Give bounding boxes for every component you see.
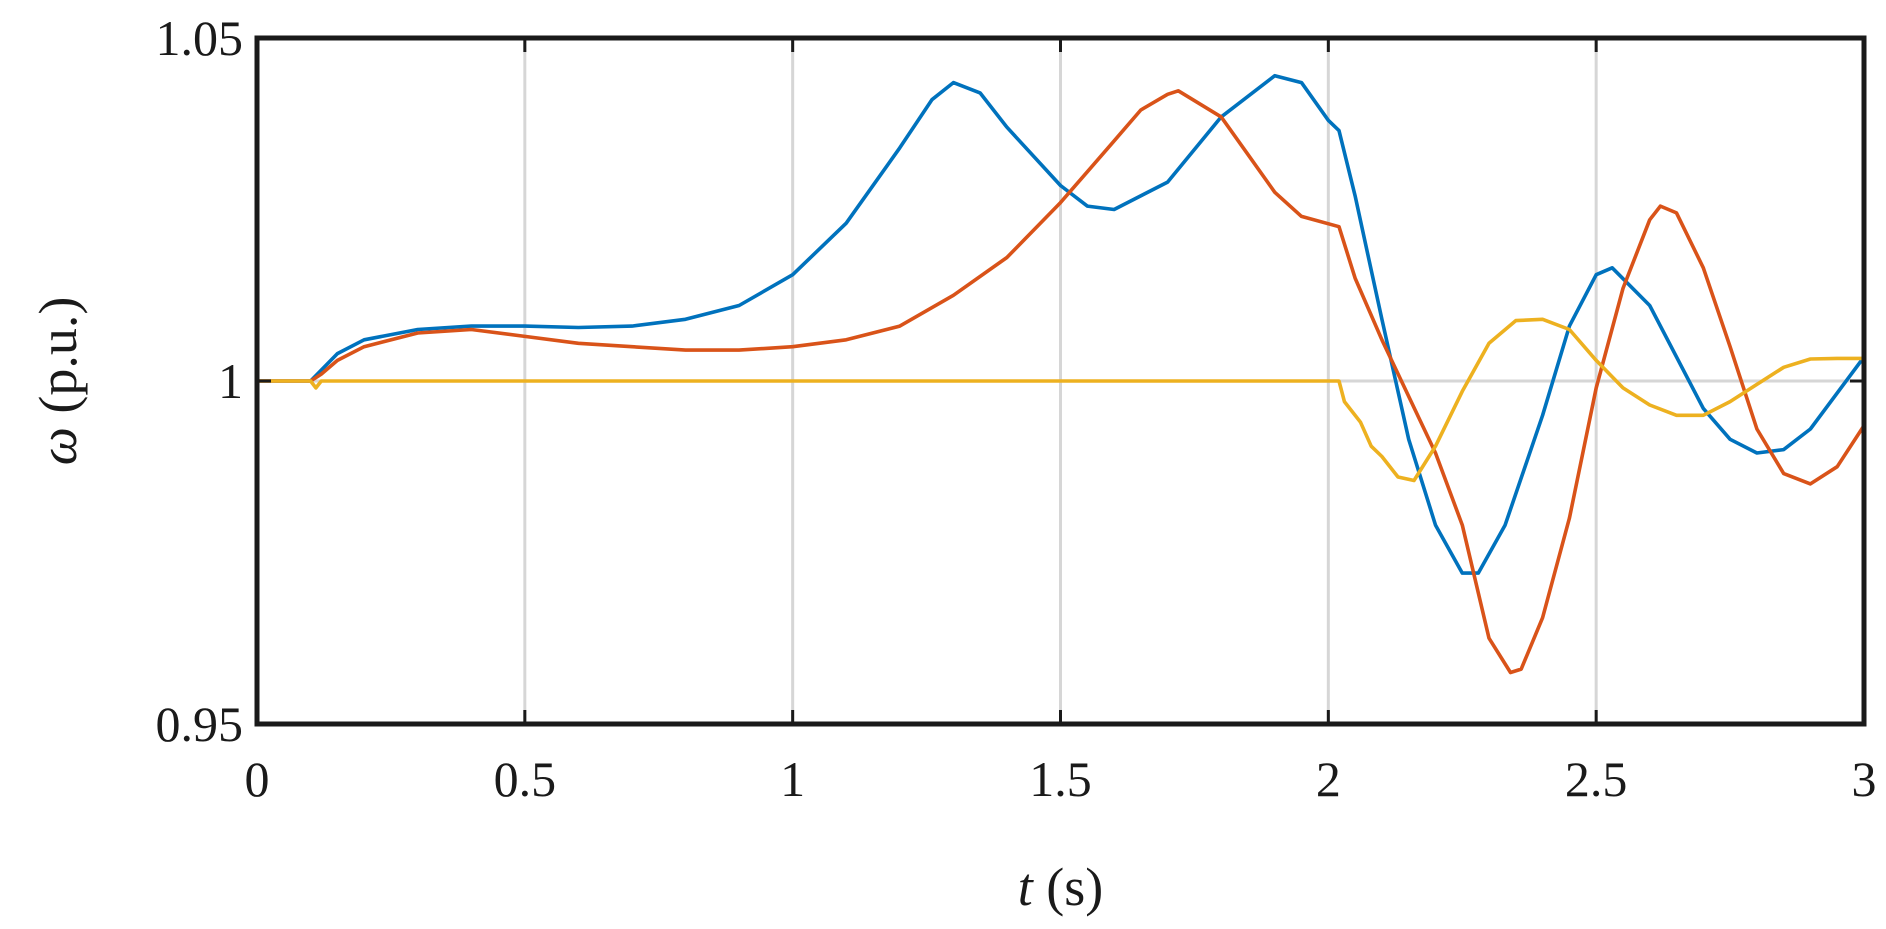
x-tick-label: 3 (1852, 751, 1877, 807)
y-axis-unit: (p.u.) (28, 297, 88, 414)
x-axis-unit: (s) (1046, 857, 1103, 917)
y-tick-label: 1.05 (156, 10, 244, 66)
axis-ticks: 0 0.5 1 1.5 2 2.5 3 0.95 1 1.05 (156, 10, 1877, 807)
series-line-2 (255, 89, 1866, 675)
y-tick-label: 0.95 (156, 696, 244, 752)
y-tick-label: 1 (218, 353, 243, 409)
y-axis-title: ω (p.u.) (28, 297, 88, 466)
x-tick-label: 2.5 (1565, 751, 1628, 807)
series-line-3 (255, 317, 1866, 483)
x-axis-title: t (s) (1018, 857, 1104, 917)
x-tick-label: 2 (1316, 751, 1341, 807)
x-tick-label: 0.5 (494, 751, 557, 807)
y-axis-symbol: ω (28, 427, 88, 465)
x-tick-label: 1.5 (1029, 751, 1092, 807)
x-axis-symbol: t (1018, 857, 1035, 917)
x-tick-label: 0 (245, 751, 270, 807)
series-lines (255, 73, 1866, 675)
x-tick-label: 1 (780, 751, 805, 807)
